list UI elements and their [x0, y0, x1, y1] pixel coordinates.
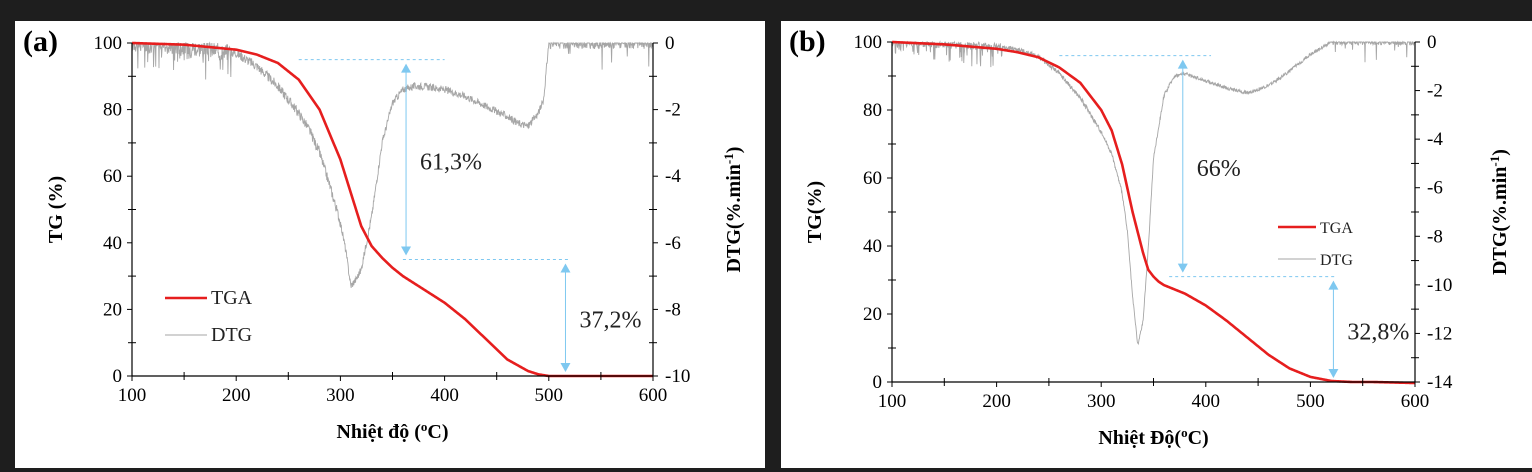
x-axis-title-sup: o [421, 419, 428, 434]
y-tick-label: 100 [94, 33, 123, 54]
y2-tick-label: 0 [1427, 32, 1437, 53]
y-tick-label: 100 [854, 32, 883, 53]
x-tick-label: 600 [639, 385, 668, 406]
x-axis-title-main: Nhiệt Độ( [1098, 427, 1181, 449]
y2-axis-title: DTG(%.min-1) [1487, 149, 1511, 275]
y2-axis-title: DTG(%.min-1) [721, 147, 745, 273]
dtg-series-line [891, 40, 1416, 346]
y2-tick-label: -10 [1427, 275, 1452, 296]
mass-loss-label-2: 32,8% [1347, 319, 1409, 345]
arrow-head-down-1 [401, 246, 412, 256]
y2-tick-label: -12 [1427, 323, 1452, 344]
x-tick-label: 400 [1192, 391, 1221, 412]
arrow-head-up-2 [1328, 280, 1339, 290]
x-tick-label: 100 [118, 385, 147, 406]
y-tick-label: 60 [863, 168, 882, 189]
y2-tick-label: -4 [1427, 129, 1443, 150]
legend-label-tga: TGA [1320, 220, 1353, 237]
y2-axis-title-main: DTG(%.min [723, 164, 745, 272]
legend-label-dtg: DTG [1320, 252, 1353, 269]
x-tick-label: 300 [1087, 391, 1116, 412]
y-tick-label: 60 [103, 166, 122, 187]
y2-tick-label: -8 [665, 299, 681, 320]
y2-axis-title-tail: ) [1489, 149, 1511, 156]
y2-tick-label: -8 [1427, 226, 1443, 247]
x-tick-label: 300 [326, 385, 355, 406]
legend-label-tga: TGA [211, 287, 253, 309]
y-tick-label: 0 [873, 372, 883, 393]
x-tick-label: 100 [878, 391, 907, 412]
chart-panel-a: (a) 61,3% 37,2% 100 200 300 400 500 600 0 20 40 60 80… [15, 21, 765, 468]
y2-tick-label: -6 [1427, 178, 1443, 199]
x-axis-title-sup: o [1181, 425, 1188, 440]
x-tick-label: 600 [1401, 391, 1430, 412]
y-tick-label: 20 [863, 304, 882, 325]
x-tick-label: 500 [535, 385, 564, 406]
y2-tick-label: 0 [665, 33, 675, 54]
x-tick-label: 400 [430, 385, 459, 406]
y-tick-label: 20 [103, 299, 122, 320]
y2-axis-title-sup: -1 [721, 153, 736, 164]
arrow-head-up-1 [401, 63, 412, 73]
x-axis-title: Nhiệt Độ(oC) [1098, 425, 1208, 449]
y2-tick-label: -2 [665, 100, 681, 121]
x-axis-title: Nhiệt độ (oC) [336, 419, 448, 443]
x-axis-title-tail: C) [1188, 427, 1209, 449]
y-tick-label: 80 [103, 100, 122, 121]
mass-loss-label-1: 66% [1197, 156, 1241, 182]
y-tick-label: 40 [863, 236, 882, 257]
y2-axis-title-main: DTG(%.min [1489, 167, 1511, 275]
arrow-head-up-1 [1177, 59, 1188, 69]
chart-a: (a) 61,3% 37,2% 100 200 300 400 500 600 0 20 40 60 80… [23, 25, 745, 443]
y-axis-title: TG (%) [45, 176, 67, 243]
y2-axis-title-tail: ) [723, 147, 745, 154]
x-axis-title-main: Nhiệt độ ( [336, 421, 421, 443]
x-tick-label: 200 [982, 391, 1011, 412]
mass-loss-label-2: 37,2% [579, 308, 641, 334]
y2-tick-label: -10 [665, 366, 690, 387]
panel-label: (a) [23, 25, 58, 58]
y-tick-label: 40 [103, 233, 122, 254]
mass-loss-label-1: 61,3% [420, 150, 482, 176]
y-tick-label: 80 [863, 100, 882, 121]
x-axis-title-tail: C) [427, 421, 448, 443]
y-axis-title: TG(%) [804, 181, 826, 243]
y-tick-label: 0 [113, 366, 123, 387]
y2-tick-label: -14 [1427, 372, 1453, 393]
chart-b: (b) 66% 32,8% 100 200 300 400 500 600 0 20 40 60 80 10… [789, 25, 1511, 449]
panel-label: (b) [789, 25, 826, 58]
arrow-head-down-1 [1177, 263, 1188, 273]
y2-tick-label: -6 [665, 233, 681, 254]
tga-series-line [891, 40, 1416, 385]
y2-tick-label: -4 [665, 166, 681, 187]
x-tick-label: 200 [222, 385, 251, 406]
dtg-series-line [131, 41, 654, 288]
legend-label-dtg: DTG [211, 324, 252, 346]
y2-axis-title-sup: -1 [1487, 156, 1502, 167]
arrow-head-down-2 [560, 363, 571, 372]
x-tick-label: 500 [1296, 391, 1325, 412]
chart-panel-b: (b) 66% 32,8% 100 200 300 400 500 600 0 20 40 60 80 10… [781, 21, 1532, 468]
arrow-head-down-2 [1328, 369, 1339, 378]
arrow-head-up-2 [560, 263, 571, 273]
y2-tick-label: -2 [1427, 81, 1443, 102]
